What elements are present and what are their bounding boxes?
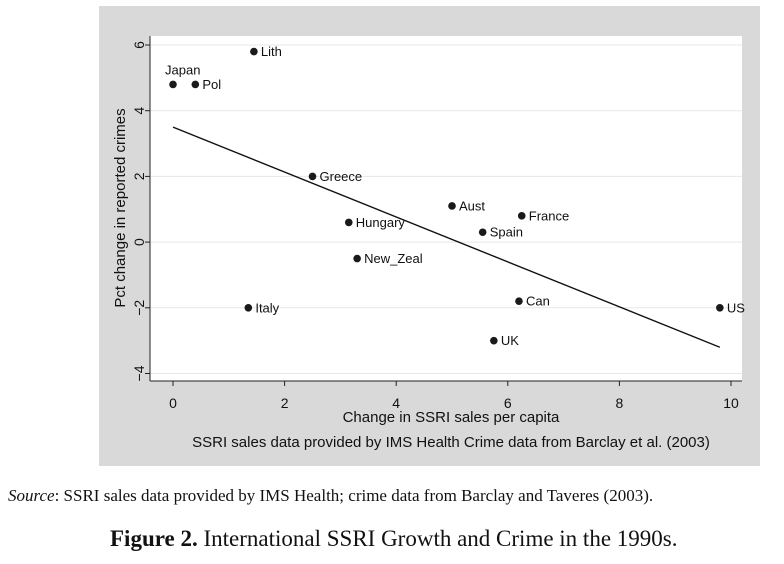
data-point bbox=[448, 202, 456, 210]
point-label: France bbox=[529, 208, 569, 223]
data-point bbox=[308, 172, 317, 181]
data-point bbox=[490, 336, 498, 345]
data-point bbox=[716, 304, 724, 312]
source-line: Source: SSRI sales data provided by IMS … bbox=[8, 486, 653, 506]
fit-line bbox=[172, 126, 721, 348]
chart-note: SSRI sales data provided by IMS Health C… bbox=[192, 434, 710, 451]
data-point bbox=[244, 304, 253, 312]
data-point bbox=[517, 212, 526, 220]
y-axis-title: Pct change in reported crimes bbox=[112, 108, 129, 307]
data-point bbox=[353, 254, 361, 263]
point-label: Hungary bbox=[356, 215, 406, 230]
y-tick-label: 6 bbox=[131, 41, 147, 49]
data-point bbox=[250, 47, 258, 56]
source-lead: Source bbox=[8, 486, 55, 505]
x-ticks: 0 2 4 6 8 10 bbox=[169, 381, 739, 411]
point-label: UK bbox=[501, 333, 519, 348]
point-label: Aust bbox=[459, 198, 485, 213]
caption-label: Figure 2. bbox=[110, 526, 198, 551]
point-label: US bbox=[727, 300, 745, 315]
x-tick-label: 6 bbox=[504, 395, 512, 411]
x-tick-label: 10 bbox=[723, 395, 739, 411]
y-tick-label: 4 bbox=[131, 107, 147, 115]
x-tick-label: 4 bbox=[392, 395, 400, 411]
y-tick-label: 0 bbox=[131, 238, 147, 246]
point-label: Pol bbox=[202, 77, 221, 92]
x-axis-title: Change in SSRI sales per capita bbox=[343, 409, 560, 426]
x-tick-label: 8 bbox=[616, 395, 624, 411]
figure-caption: Figure 2. International SSRI Growth and … bbox=[110, 526, 677, 552]
y-ticks: −4 −2 0 2 4 6 bbox=[131, 41, 150, 381]
data-point bbox=[515, 297, 523, 306]
y-tick-label: 2 bbox=[131, 172, 147, 180]
data-point bbox=[478, 228, 487, 237]
source-text: : SSRI sales data provided by IMS Health… bbox=[54, 486, 654, 505]
plot-area bbox=[150, 36, 742, 381]
x-tick-label: 0 bbox=[169, 395, 177, 411]
point-label: Lith bbox=[261, 44, 282, 59]
data-point bbox=[191, 80, 200, 89]
caption-text: International SSRI Growth and Crime in t… bbox=[197, 526, 678, 551]
y-tick-label: −4 bbox=[131, 365, 147, 381]
point-label: Italy bbox=[255, 300, 279, 315]
data-point bbox=[169, 80, 177, 89]
x-tick-label: 2 bbox=[281, 395, 289, 411]
point-label: Greece bbox=[320, 169, 363, 184]
data-point bbox=[344, 218, 353, 227]
point-label: Japan bbox=[165, 62, 200, 77]
point-label: Can bbox=[526, 294, 550, 309]
point-label: Spain bbox=[490, 225, 523, 240]
y-tick-label: −2 bbox=[131, 300, 147, 316]
point-label: New_Zeal bbox=[364, 251, 423, 266]
